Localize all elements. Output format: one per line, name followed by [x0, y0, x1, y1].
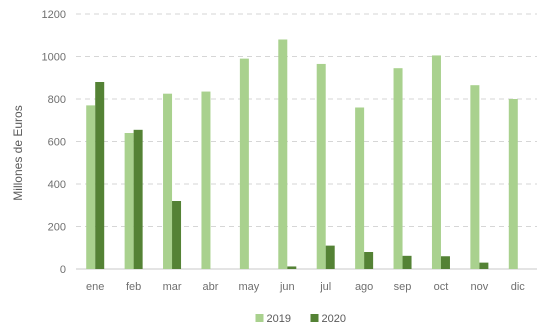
bar-2019-oct	[431, 55, 441, 269]
y-tick-label: 1000	[42, 52, 66, 64]
x-tick-label: may	[238, 281, 259, 293]
bar-2020-ago	[364, 252, 374, 269]
bar-2020-ene	[95, 82, 105, 269]
bar-2019-abr	[201, 91, 211, 269]
bar-2020-mar	[172, 201, 182, 269]
bar-2020-jun	[287, 266, 297, 269]
x-tick-label: oct	[434, 281, 449, 293]
bar-2019-ene	[86, 105, 96, 269]
legend-swatch-2019	[255, 314, 264, 322]
y-tick-label: 800	[48, 94, 66, 106]
legend: 2019 2020	[255, 313, 346, 325]
bar-2019-nov	[470, 85, 480, 269]
x-tick-label: nov	[471, 281, 489, 293]
y-tick-label: 1200	[42, 9, 66, 21]
x-tick-label: ene	[86, 281, 104, 293]
bar-2019-feb	[124, 133, 134, 269]
bar-2020-jul	[325, 245, 335, 269]
y-tick-label: 0	[60, 264, 66, 276]
legend-label-2019: 2019	[267, 313, 291, 325]
y-tick-label: 600	[48, 137, 66, 149]
x-tick-label: mar	[163, 281, 182, 293]
bar-2019-jul	[316, 63, 326, 269]
bar-2019-may	[239, 58, 249, 269]
x-tick-label: sep	[394, 281, 412, 293]
legend-swatch-2020	[310, 314, 319, 322]
y-axis-title: Millones de Euros	[11, 105, 25, 200]
x-tick-label: ago	[355, 281, 373, 293]
y-tick-label: 200	[48, 222, 66, 234]
gridlines	[76, 13, 537, 270]
x-axis-ticks: ene feb mar abr may jun jul ago sep oct nov dic	[86, 281, 525, 293]
y-axis-ticks: 0 200 400 600 800 1000 1200	[42, 9, 66, 276]
bar-2019-ago	[355, 107, 365, 269]
legend-label-2020: 2020	[322, 313, 346, 325]
x-tick-label: dic	[511, 281, 526, 293]
bar-2020-feb	[133, 129, 143, 269]
bar-2020-oct	[440, 256, 450, 269]
x-tick-label: abr	[203, 281, 219, 293]
bar-2020-sep	[402, 255, 412, 269]
bar-2020-nov	[479, 262, 489, 269]
bar-2019-sep	[393, 68, 403, 269]
bar-2019-dic	[508, 99, 518, 269]
bar-2019-mar	[163, 93, 173, 269]
x-tick-label: feb	[126, 281, 141, 293]
x-tick-label: jun	[279, 281, 295, 293]
bars	[86, 39, 518, 269]
bar-2019-jun	[278, 39, 288, 269]
x-tick-label: jul	[319, 281, 331, 293]
y-tick-label: 400	[48, 179, 66, 191]
